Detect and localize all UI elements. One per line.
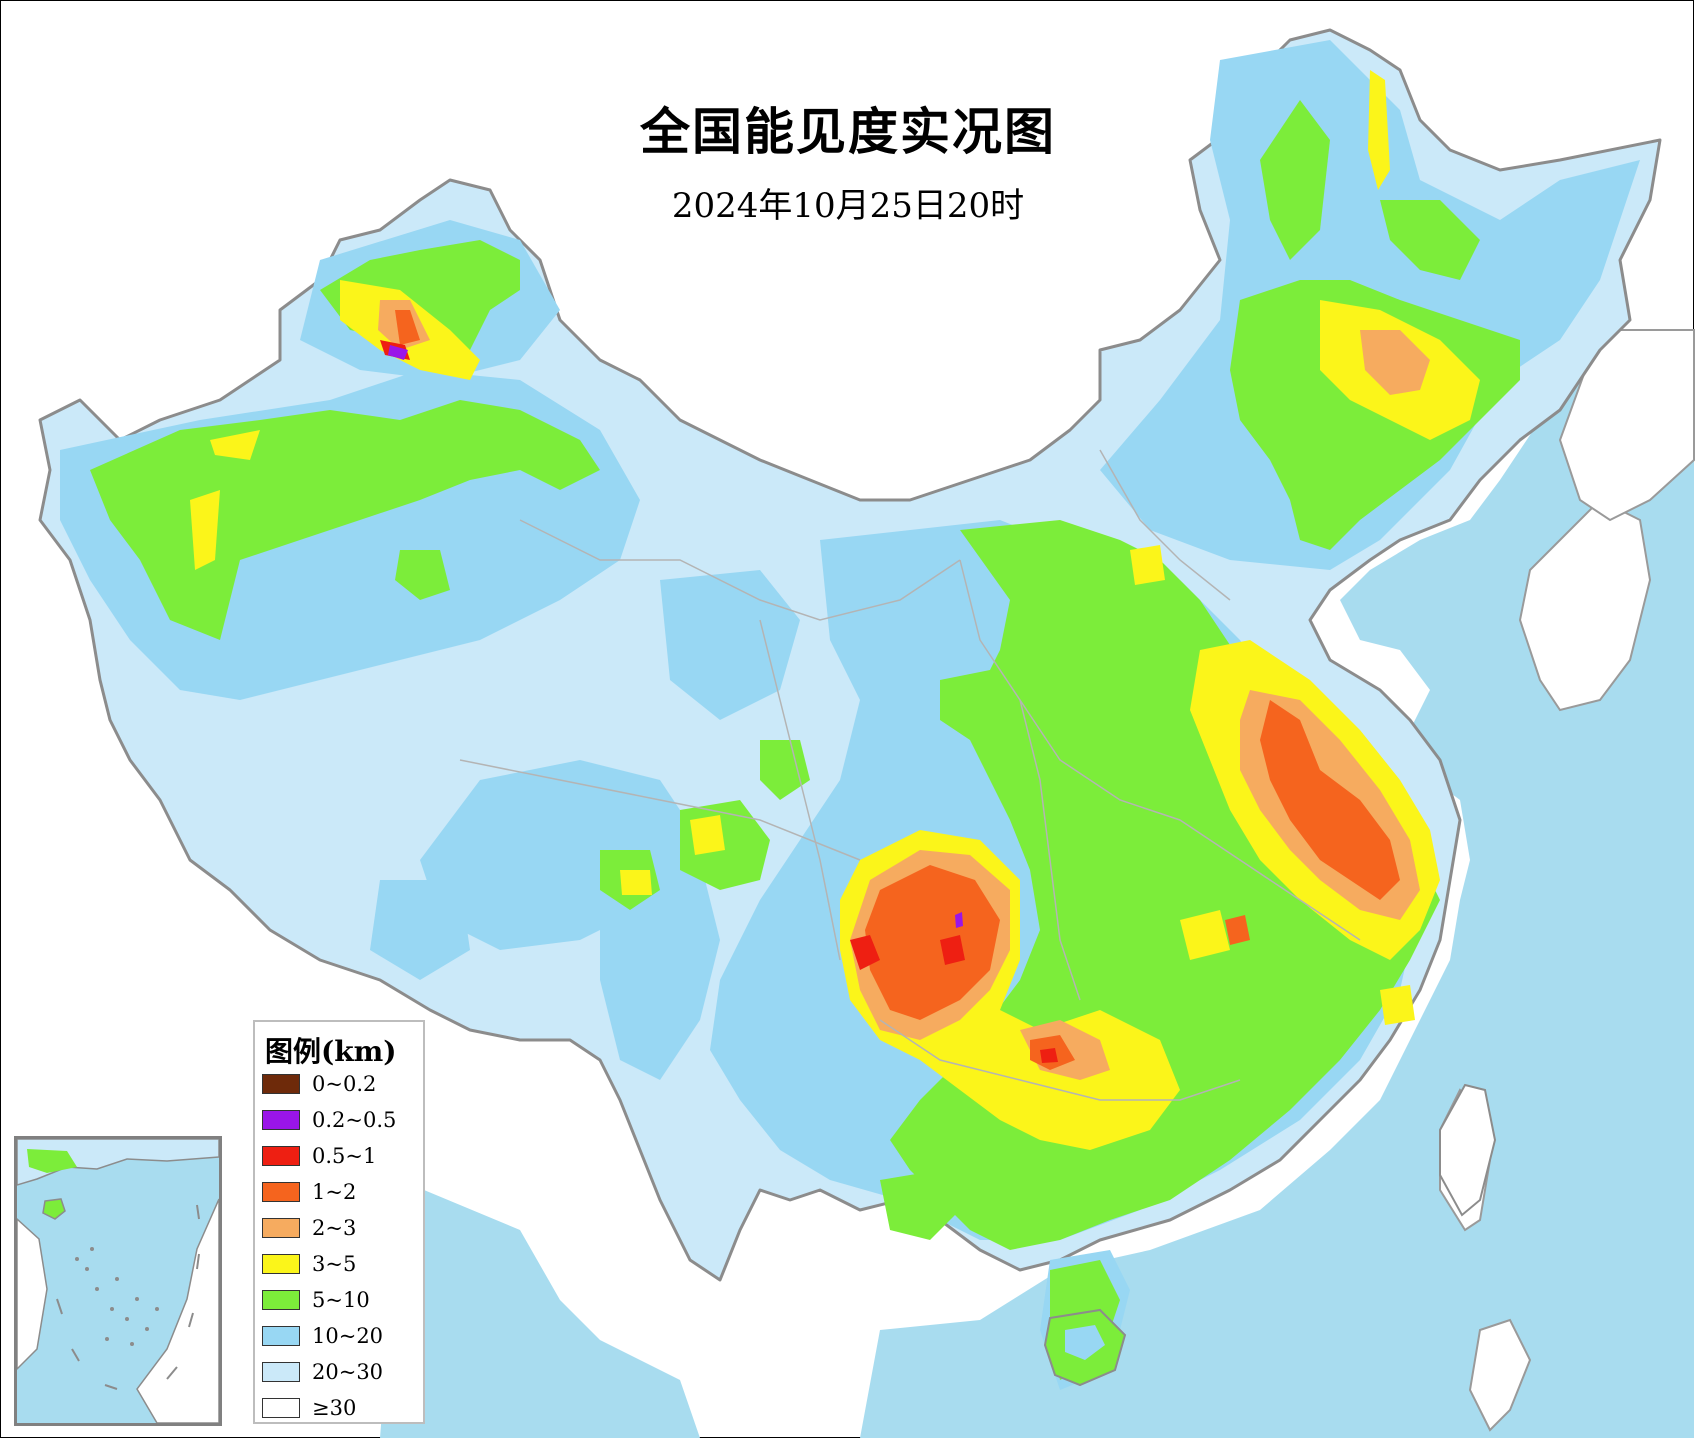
hainan-inner bbox=[1065, 1325, 1105, 1360]
legend-label: 1~2 bbox=[312, 1180, 357, 1204]
legend-swatch bbox=[262, 1398, 300, 1418]
inset-hainan bbox=[42, 1198, 66, 1220]
inset-islands bbox=[75, 1247, 159, 1346]
legend-swatch bbox=[262, 1074, 300, 1094]
legend-label: 0~0.2 bbox=[312, 1072, 377, 1096]
taiwan-island bbox=[1439, 1083, 1497, 1217]
legend-label: 0.5~1 bbox=[312, 1144, 377, 1168]
legend-swatch bbox=[262, 1182, 300, 1202]
legend-label: 20~30 bbox=[312, 1360, 384, 1384]
inset-mainland bbox=[17, 1139, 219, 1186]
map-legend: 图例(km) 0~0.2 0.2~0.5 0.5~1 1~2 2~3 3~5 5… bbox=[253, 1020, 425, 1424]
legend-label: 3~5 bbox=[312, 1252, 357, 1276]
legend-label: 2~3 bbox=[312, 1216, 357, 1240]
province-borders bbox=[459, 449, 1361, 1101]
south-china-sea-inset bbox=[14, 1136, 222, 1426]
legend-label: 5~10 bbox=[312, 1288, 370, 1312]
legend-swatch bbox=[262, 1326, 300, 1346]
legend-swatch bbox=[262, 1290, 300, 1310]
legend-swatch bbox=[262, 1146, 300, 1166]
legend-swatch bbox=[262, 1254, 300, 1274]
map-title: 全国能见度实况图 bbox=[640, 103, 1056, 161]
legend-swatch bbox=[262, 1218, 300, 1238]
legend-swatch bbox=[262, 1110, 300, 1130]
legend-title: 图例(km) bbox=[265, 1035, 397, 1068]
inset-nine-dash-line bbox=[56, 1204, 200, 1390]
inset-green-coast bbox=[27, 1149, 77, 1173]
map-subtitle: 2024年10月25日20时 bbox=[671, 186, 1025, 226]
legend-label: 0.2~0.5 bbox=[312, 1108, 397, 1132]
vis-0.2-0.5 bbox=[388, 345, 963, 928]
legend-label: 10~20 bbox=[312, 1324, 384, 1348]
inset-west-land bbox=[17, 1217, 48, 1371]
legend-swatch bbox=[262, 1362, 300, 1382]
vis-1-2 bbox=[395, 310, 1400, 1070]
inset-map bbox=[17, 1139, 219, 1423]
legend-label: ≥30 bbox=[312, 1396, 357, 1420]
